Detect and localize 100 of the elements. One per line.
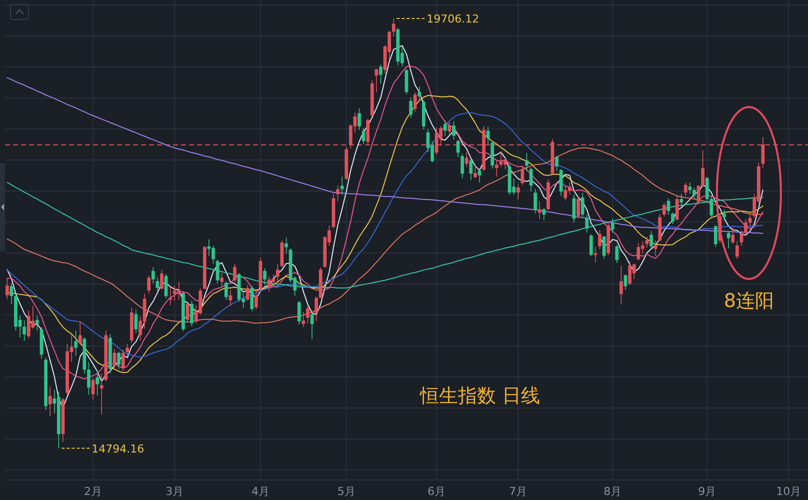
candlestick bbox=[422, 99, 426, 130]
x-tick-label: 8月 bbox=[604, 485, 622, 498]
candlestick bbox=[130, 307, 134, 344]
candlestick bbox=[96, 370, 100, 396]
candlestick bbox=[5, 278, 9, 300]
candlestick bbox=[246, 284, 250, 302]
candlestick bbox=[555, 155, 558, 172]
candlestick bbox=[688, 182, 692, 194]
candlestick bbox=[26, 310, 30, 339]
candlestick bbox=[362, 127, 366, 144]
candlestick bbox=[478, 168, 482, 184]
candlestick bbox=[610, 218, 614, 233]
candlestick bbox=[344, 146, 348, 180]
candlestick bbox=[456, 139, 460, 158]
candlestick bbox=[710, 196, 714, 218]
candlestick bbox=[529, 167, 533, 192]
candlestick bbox=[224, 281, 228, 300]
candlestick bbox=[525, 152, 528, 172]
candlestick bbox=[318, 266, 322, 299]
candlestick bbox=[40, 326, 44, 359]
candlestick bbox=[186, 302, 190, 324]
candlestick bbox=[56, 391, 60, 449]
candlestick bbox=[263, 268, 266, 286]
candlestick bbox=[684, 182, 688, 196]
candlestick bbox=[22, 320, 26, 342]
candlestick bbox=[726, 230, 730, 249]
candlestick bbox=[280, 240, 284, 268]
candlestick bbox=[572, 194, 576, 223]
candlestick bbox=[620, 265, 623, 305]
candlestick bbox=[559, 168, 563, 196]
candlestick bbox=[172, 285, 176, 302]
candlestick bbox=[306, 306, 310, 324]
candlestick bbox=[418, 86, 422, 102]
candlestick bbox=[284, 237, 288, 254]
candlestick bbox=[82, 337, 86, 374]
candlestick bbox=[314, 296, 318, 322]
candlestick bbox=[580, 192, 584, 218]
candlestick bbox=[258, 258, 262, 291]
candlestick bbox=[61, 398, 65, 442]
candlestick bbox=[78, 320, 82, 346]
candlestick bbox=[740, 230, 744, 246]
candlestick bbox=[671, 212, 674, 224]
candlestick bbox=[701, 150, 704, 188]
candlestick bbox=[538, 200, 542, 220]
candlestick bbox=[151, 266, 155, 284]
candlestick bbox=[650, 230, 653, 249]
candlestick bbox=[748, 214, 752, 227]
candlestick bbox=[370, 80, 374, 116]
candlestick bbox=[585, 214, 589, 233]
candlestick bbox=[340, 176, 344, 196]
candlestick bbox=[379, 64, 382, 84]
candlestick bbox=[680, 193, 684, 207]
candlestick bbox=[602, 236, 606, 260]
candlestick bbox=[452, 120, 456, 140]
candlestick bbox=[126, 343, 130, 356]
candlestick bbox=[87, 362, 90, 395]
candlestick bbox=[564, 186, 568, 201]
x-tick-label: 7月 bbox=[509, 485, 528, 498]
candlestick bbox=[121, 349, 125, 372]
candlestick bbox=[606, 222, 610, 256]
candlestick bbox=[508, 164, 512, 196]
candlestick bbox=[302, 312, 306, 328]
candlestick bbox=[576, 196, 580, 219]
x-tick-label: 3月 bbox=[166, 485, 184, 498]
candlestick bbox=[147, 275, 151, 294]
candlestick bbox=[168, 286, 172, 306]
candlestick bbox=[156, 276, 160, 292]
candlestick bbox=[636, 242, 640, 261]
candlestick bbox=[91, 377, 95, 400]
candlestick bbox=[666, 198, 670, 216]
candlestick bbox=[662, 202, 666, 218]
candlestick bbox=[692, 187, 696, 200]
candlestick bbox=[589, 234, 593, 257]
candlestick bbox=[460, 153, 464, 179]
x-tick-label: 10月 bbox=[776, 485, 802, 498]
candlestick bbox=[332, 193, 336, 229]
candlestick bbox=[216, 259, 220, 284]
candlestick bbox=[177, 281, 181, 300]
candlestick bbox=[542, 208, 546, 220]
candlestick bbox=[654, 240, 658, 257]
candlestick bbox=[658, 214, 662, 242]
candlestick bbox=[696, 184, 700, 205]
candlestick bbox=[546, 178, 550, 210]
candlestick bbox=[160, 270, 164, 290]
candlestick bbox=[48, 386, 52, 416]
candlestick bbox=[117, 351, 120, 370]
candlestick bbox=[516, 184, 520, 200]
candlestick bbox=[233, 264, 236, 283]
annotation: 8连阳 bbox=[724, 290, 774, 312]
candlestick bbox=[392, 18, 396, 37]
candlestick bbox=[731, 226, 735, 244]
annotation: 19706.12 bbox=[426, 12, 480, 26]
candlestick bbox=[744, 218, 748, 235]
candlestick bbox=[722, 209, 726, 220]
candlestick bbox=[276, 264, 280, 282]
candlestick bbox=[202, 245, 206, 290]
candlestick bbox=[358, 108, 361, 131]
candlestick bbox=[534, 188, 538, 214]
candlestick bbox=[190, 300, 194, 327]
x-tick-label: 6月 bbox=[428, 485, 446, 498]
